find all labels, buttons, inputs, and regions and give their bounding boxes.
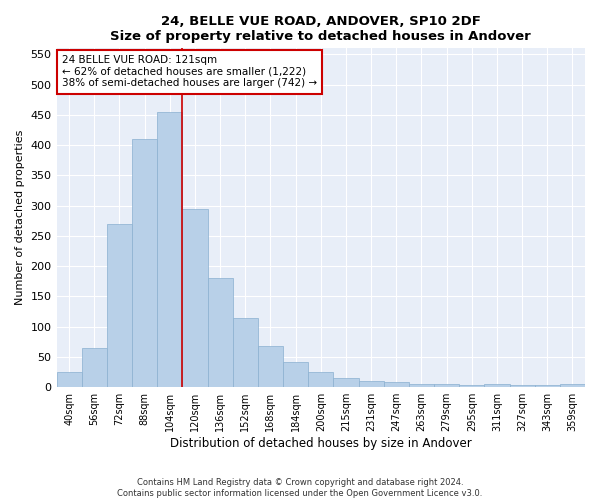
Bar	[434, 384, 459, 387]
Bar	[132, 139, 157, 387]
Bar	[208, 278, 233, 387]
Bar	[560, 384, 585, 387]
Bar	[107, 224, 132, 387]
Bar	[157, 112, 182, 387]
Text: 24 BELLE VUE ROAD: 121sqm
← 62% of detached houses are smaller (1,222)
38% of se: 24 BELLE VUE ROAD: 121sqm ← 62% of detac…	[62, 55, 317, 88]
Bar	[509, 386, 535, 387]
Bar	[308, 372, 334, 387]
Bar	[359, 380, 383, 387]
Bar	[56, 372, 82, 387]
Bar	[82, 348, 107, 387]
Bar	[383, 382, 409, 387]
Y-axis label: Number of detached properties: Number of detached properties	[15, 130, 25, 306]
Bar	[459, 386, 484, 387]
Bar	[182, 208, 208, 387]
X-axis label: Distribution of detached houses by size in Andover: Distribution of detached houses by size …	[170, 437, 472, 450]
Bar	[258, 346, 283, 387]
Title: 24, BELLE VUE ROAD, ANDOVER, SP10 2DF
Size of property relative to detached hous: 24, BELLE VUE ROAD, ANDOVER, SP10 2DF Si…	[110, 15, 531, 43]
Bar	[535, 386, 560, 387]
Bar	[484, 384, 509, 387]
Bar	[334, 378, 359, 387]
Text: Contains HM Land Registry data © Crown copyright and database right 2024.
Contai: Contains HM Land Registry data © Crown c…	[118, 478, 482, 498]
Bar	[233, 318, 258, 387]
Bar	[409, 384, 434, 387]
Bar	[283, 362, 308, 387]
